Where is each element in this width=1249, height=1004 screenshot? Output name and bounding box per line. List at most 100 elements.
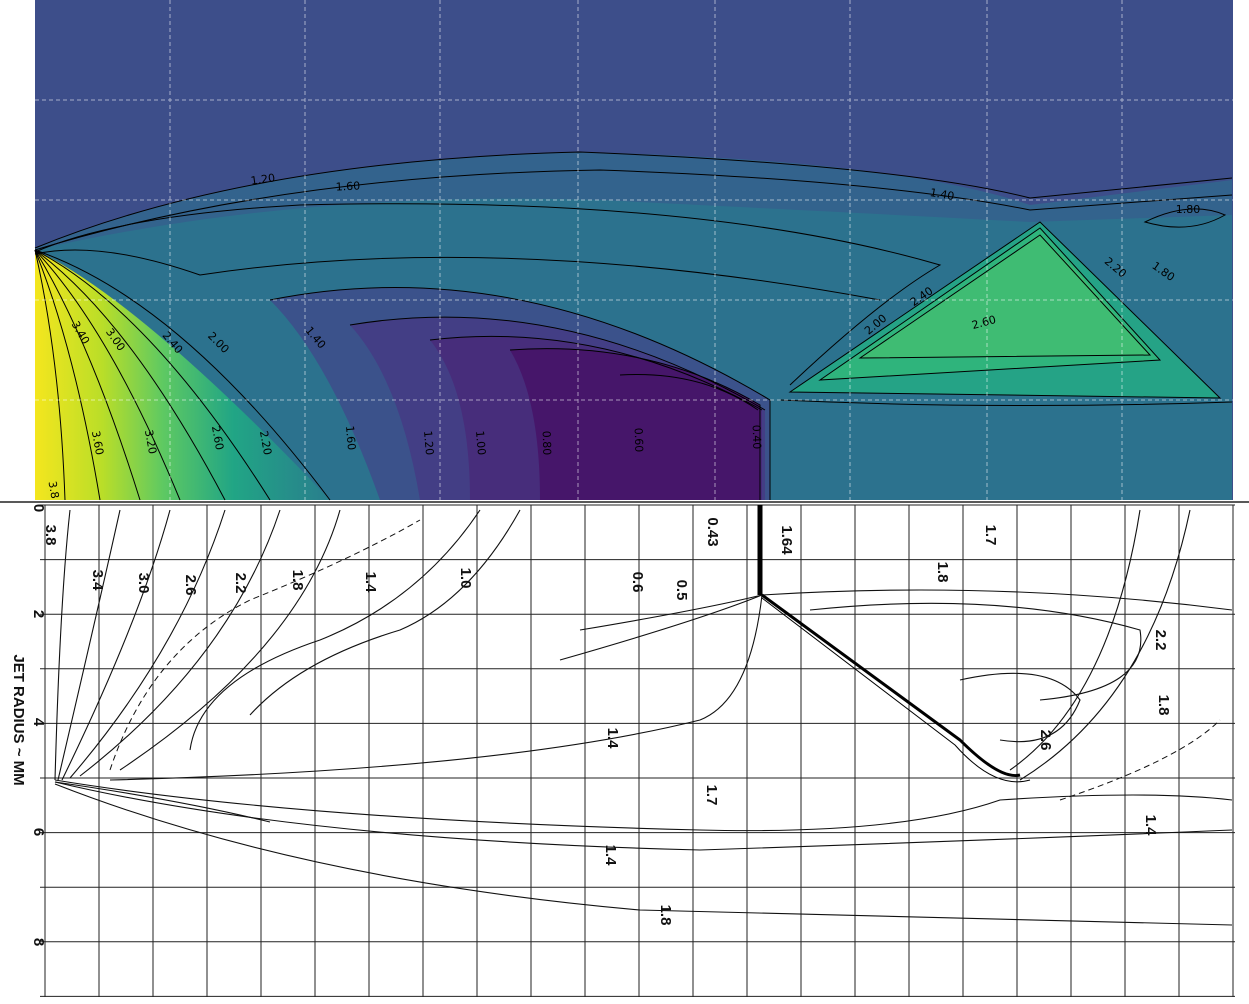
axis-tick-label: 0 bbox=[30, 504, 47, 512]
contour-label: 1.4 bbox=[1142, 815, 1159, 837]
contour-label: 2.6 bbox=[1037, 730, 1054, 751]
contour-line bbox=[249, 509, 521, 716]
contour-label: 0.40 bbox=[750, 425, 764, 450]
contour-line bbox=[79, 509, 281, 777]
experiment-panel: JET RADIUS ~ MM 0 2 4 6 8 3.8 3.4 3.0 2.6 2.2 1.8 1.… bbox=[10, 504, 1235, 997]
contour-label: 1.8 bbox=[934, 562, 951, 583]
contour-line bbox=[54, 783, 1233, 926]
contours bbox=[54, 509, 1233, 926]
grid bbox=[35, 0, 1233, 500]
contour-label: 1.0 bbox=[457, 568, 474, 589]
contour-label: 3.8 bbox=[42, 525, 59, 546]
axis-label: JET RADIUS ~ MM bbox=[10, 654, 27, 785]
contour-label: 0.6 bbox=[629, 572, 646, 593]
contour-label: 1.00 bbox=[473, 430, 488, 456]
contour-line bbox=[619, 373, 759, 411]
contour-label: 2.6 bbox=[182, 575, 199, 596]
contour-label: 1.8 bbox=[289, 570, 306, 591]
contour-line bbox=[34, 249, 141, 501]
contour-label: 3.4 bbox=[89, 570, 106, 592]
axis-tick-label: 2 bbox=[30, 610, 47, 618]
contour-label: 1.64 bbox=[778, 525, 795, 555]
contour-label: 3.20 bbox=[142, 429, 159, 455]
contour-line bbox=[761, 589, 1233, 611]
contours bbox=[34, 151, 1233, 501]
contour-line bbox=[788, 221, 1222, 399]
shock-line bbox=[761, 597, 1031, 783]
contour-label: 1.40 bbox=[929, 186, 955, 203]
contour-line bbox=[34, 169, 1233, 251]
contour-line bbox=[34, 249, 66, 501]
axis-tick-label: 8 bbox=[30, 938, 47, 946]
contour-label: 2.60 bbox=[209, 425, 226, 451]
contour-label: 2.60 bbox=[970, 313, 997, 332]
contour-line bbox=[109, 519, 421, 771]
contour-label: 2.20 bbox=[257, 430, 274, 456]
axis-tick-label: 6 bbox=[30, 828, 47, 836]
contour-line bbox=[1143, 208, 1227, 228]
contour-label: 3.8 bbox=[46, 480, 62, 499]
region bbox=[860, 235, 1150, 358]
contour-label: 0.80 bbox=[540, 431, 554, 456]
contour-line bbox=[959, 672, 1081, 743]
contour-line bbox=[54, 781, 1233, 851]
contour-label: 3.0 bbox=[135, 573, 152, 594]
contour-label: 1.60 bbox=[335, 179, 360, 193]
contour-label: 1.80 bbox=[1176, 203, 1201, 216]
contour-line bbox=[34, 249, 226, 501]
contour-line bbox=[818, 227, 1162, 381]
contour-line bbox=[34, 249, 181, 501]
contour-line bbox=[269, 287, 771, 500]
axis-tick-label: 4 bbox=[30, 718, 47, 727]
contour-line bbox=[34, 249, 271, 501]
contour-label: 2.2 bbox=[1152, 630, 1169, 651]
contour-line bbox=[34, 249, 101, 501]
contour-line bbox=[1059, 719, 1221, 801]
contour-line bbox=[57, 509, 121, 781]
contour-label: 1.8 bbox=[657, 905, 674, 926]
contour-line bbox=[61, 509, 171, 781]
contour-line bbox=[54, 779, 1233, 832]
contour-line bbox=[34, 151, 1233, 249]
contour-line bbox=[189, 509, 481, 751]
contour-line bbox=[34, 249, 881, 301]
contour-label: 1.8 bbox=[1155, 695, 1172, 716]
contour-label: 3.60 bbox=[89, 430, 106, 456]
contour-line bbox=[559, 594, 763, 661]
contour-label: 1.4 bbox=[604, 728, 621, 750]
contour-line bbox=[34, 249, 331, 501]
contour-label: 0.5 bbox=[673, 580, 690, 601]
contour-line bbox=[119, 509, 341, 771]
contour-line bbox=[54, 781, 271, 823]
region bbox=[510, 348, 760, 500]
contour-line bbox=[858, 234, 1152, 359]
contour-label: 0.43 bbox=[704, 517, 721, 546]
contour-label: 1.4 bbox=[602, 845, 619, 867]
contour-label: 1.60 bbox=[343, 425, 358, 451]
contour-line bbox=[509, 348, 761, 500]
contour-line bbox=[579, 594, 763, 631]
contour-label: 2.2 bbox=[232, 573, 249, 594]
contour-line bbox=[69, 509, 226, 779]
contour-line bbox=[34, 203, 942, 386]
grid-lines bbox=[35, 0, 1233, 500]
contour-label: 1.20 bbox=[421, 430, 436, 456]
contour-labels: JET RADIUS ~ MM 0 2 4 6 8 3.8 3.4 3.0 2.6 2.2 1.8 1.… bbox=[10, 504, 1172, 946]
contour-line bbox=[109, 594, 763, 781]
region bbox=[35, 250, 330, 500]
grid bbox=[40, 504, 1235, 997]
contour-line bbox=[349, 316, 766, 411]
contour-label: 1.7 bbox=[982, 525, 999, 546]
contour-label: 1.4 bbox=[362, 572, 379, 594]
contour-label: 1.20 bbox=[250, 171, 276, 187]
contour-line bbox=[1009, 509, 1141, 771]
contour-line bbox=[429, 335, 763, 411]
simulation-panel: 1.20 1.60 1.401.802.20 1.802.602.402.003.40… bbox=[34, 0, 1233, 501]
contour-line bbox=[1019, 509, 1191, 781]
contour-label: 1.7 bbox=[703, 785, 720, 806]
contour-line bbox=[779, 399, 1233, 407]
contour-line bbox=[809, 602, 1142, 701]
contour-line bbox=[54, 509, 71, 781]
contour-label: 0.60 bbox=[632, 428, 646, 453]
